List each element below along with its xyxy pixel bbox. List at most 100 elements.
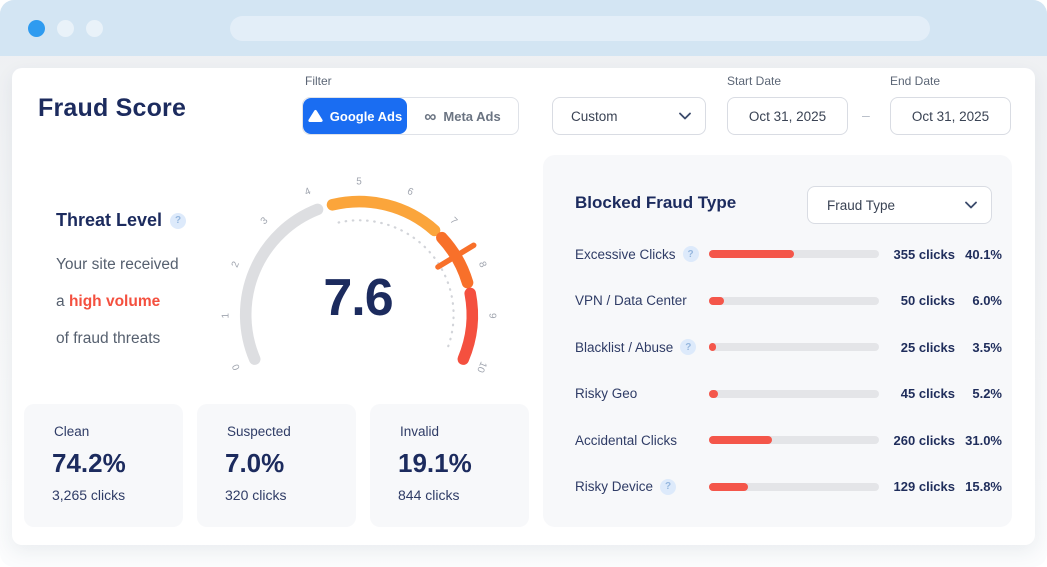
threat-line1: Your site received [56,256,179,273]
fraud-type-label: VPN / Data Center [575,293,687,309]
fraud-type-row: Risky Device? 129 clicks 15.8% [543,464,1012,511]
threat-highlight: high volume [68,293,161,310]
blocked-fraud-heading: Blocked Fraud Type [575,193,737,212]
fraud-clicks-value: 260 clicks [893,432,955,448]
fraud-type-label: Accidental Clicks [575,432,678,448]
fraud-bar-track [709,389,879,398]
address-bar[interactable] [230,16,930,41]
gauge-segment [457,287,478,365]
gauge-dotted-arc [337,219,455,352]
fraud-bar-track [709,436,879,445]
fraud-type-row: Risky Geo 45 clicks 5.2% [543,371,1012,418]
stat-label: Invalid [400,424,440,439]
threat-line2-prefix: a [56,293,69,310]
gauge-tick-label: 0 [230,362,242,372]
page-title: Fraud Score [38,94,187,122]
fraud-type-label: Risky Geo [575,386,638,402]
start-date-label: Start Date [727,74,782,88]
gauge-tick-label: 2 [230,260,242,269]
fraud-bar-track [709,250,879,259]
start-date-input[interactable]: Oct 31, 2025 [727,97,848,135]
fraud-percent-value: 15.8% [965,479,1002,495]
browser-chrome [0,0,1047,56]
stat-card: Clean 74.2% 3,265 clicks [24,404,183,527]
gauge-tick-label: 3 [259,215,271,227]
start-date-value: Oct 31, 2025 [748,108,827,124]
meta-ads-toggle[interactable]: ∞ Meta Ads [407,98,518,134]
fraud-type-value: Fraud Type [827,197,896,213]
stat-percentage: 74.2% [52,448,126,478]
fraud-percent-value: 31.0% [965,432,1002,448]
fraud-bar-fill [709,436,772,445]
end-date-label: End Date [890,74,941,88]
window-control-dot[interactable] [28,20,45,37]
ads-source-toggle: Google Ads ∞ Meta Ads [302,97,519,135]
threat-line3: of fraud threats [56,330,161,347]
threat-gauge: 0 1 2 3 4 5 6 7 8 9 10 7.6 [194,163,524,381]
chevron-down-icon [679,112,691,120]
date-range-value: Custom [571,108,618,124]
fraud-type-label: Excessive Clicks? [575,246,709,263]
fraud-type-row: Accidental Clicks 260 clicks 31.0% [543,417,1012,464]
fraud-type-select[interactable]: Fraud Type [807,186,992,224]
gauge-tick-label: 7 [448,215,460,227]
end-date-value: Oct 31, 2025 [911,108,990,124]
filter-label: Filter [305,74,332,88]
stat-card: Invalid 19.1% 844 clicks [370,404,529,527]
gauge-tick-label: 8 [476,260,488,270]
google-ads-label: Google Ads [329,108,403,124]
gauge-segment [239,203,324,365]
gauge-tick-label: 9 [486,313,497,319]
stat-card: Suspected 7.0% 320 clicks [197,404,356,527]
fraud-bar-fill [709,482,749,491]
date-separator: – [862,107,870,123]
stat-percentage: 19.1% [398,448,472,478]
end-date-input[interactable]: Oct 31, 2025 [890,97,1011,135]
gauge-score-value: 7.6 [323,269,393,327]
gauge-tick-label: 10 [474,360,489,375]
fraud-bar-track [709,343,879,352]
help-icon[interactable]: ? [660,478,677,495]
fraud-bar-fill [709,343,716,352]
fraud-percent-value: 40.1% [965,246,1002,262]
fraud-percent-value: 5.2% [972,386,1002,402]
fraud-type-label: Risky Device? [575,478,709,495]
fraud-bar-track [709,296,879,305]
chevron-down-icon [965,201,977,209]
stat-label: Suspected [227,424,291,439]
fraud-clicks-value: 355 clicks [893,246,955,262]
gauge-tick-label: 4 [303,186,313,198]
stat-clicks: 844 clicks [398,487,460,503]
google-ads-icon [308,109,323,123]
fraud-type-row: VPN / Data Center 50 clicks 6.0% [543,278,1012,325]
google-ads-toggle[interactable]: Google Ads [303,98,407,134]
threat-level-title: Threat Level [56,210,163,230]
fraud-clicks-value: 45 clicks [900,386,955,402]
stat-clicks: 320 clicks [225,487,287,503]
blocked-fraud-panel: Blocked Fraud Type Fraud Type Excessive … [543,155,1012,527]
fraud-clicks-value: 50 clicks [900,293,955,309]
window-control-dot[interactable] [57,20,74,37]
fraud-bar-fill [709,389,718,398]
meta-icon: ∞ [424,106,437,126]
stat-percentage: 7.0% [225,448,285,478]
stat-label: Clean [54,424,90,439]
dashboard-card: Fraud Score Filter Google Ads ∞ Meta Ads… [12,68,1035,545]
window-control-dot[interactable] [86,20,103,37]
gauge-tick-label: 6 [405,186,415,198]
fraud-type-label: Blacklist / Abuse? [575,339,709,356]
fraud-clicks-value: 25 clicks [900,339,955,355]
gauge-chart: 0 1 2 3 4 5 6 7 8 9 10 [220,176,497,375]
help-icon[interactable]: ? [682,246,699,263]
click-stats: Clean 74.2% 3,265 clicks Suspected 7.0% 320 c… [24,404,529,527]
meta-ads-label: Meta Ads [443,108,501,124]
fraud-bar-fill [709,250,794,259]
gauge-needle [435,242,477,270]
help-icon[interactable]: ? [680,339,697,356]
fraud-percent-value: 6.0% [972,293,1002,309]
date-range-select[interactable]: Custom [552,97,706,135]
threat-level-heading: Threat Level ? [56,210,187,231]
help-icon[interactable]: ? [170,212,187,229]
fraud-type-row: Excessive Clicks? 355 clicks 40.1% [543,231,1012,278]
fraud-type-rows: Excessive Clicks? 355 clicks 40.1% VPN / Da… [543,231,1012,510]
